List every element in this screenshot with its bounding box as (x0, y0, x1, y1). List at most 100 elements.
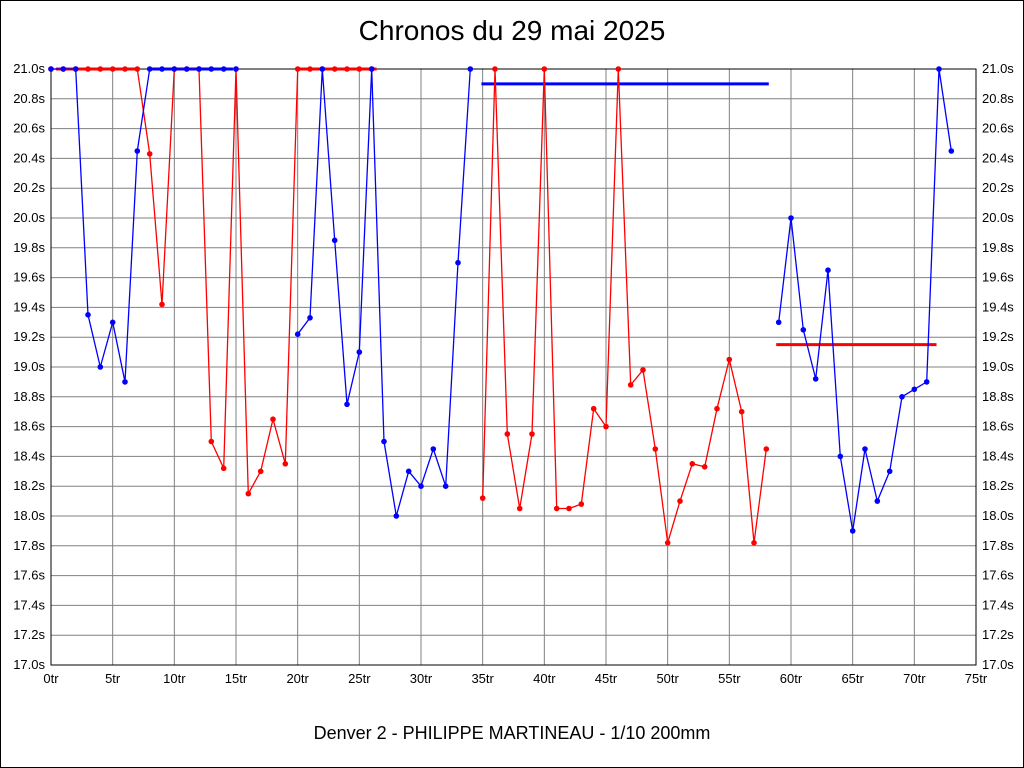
y-axis-tick-label-left: 18.8s (13, 389, 45, 404)
red-data-point (738, 408, 745, 415)
y-axis-tick-label-right: 18.4s (982, 448, 1014, 463)
y-axis-tick-label-right: 21.0s (982, 61, 1014, 76)
y-axis-tick-label-left: 20.4s (13, 150, 45, 165)
y-axis-tick-label-left: 20.0s (13, 210, 45, 225)
blue-data-point (405, 468, 412, 475)
red-data-point (134, 66, 141, 72)
blue-data-point (886, 468, 893, 475)
blue-data-point (788, 215, 794, 221)
blue-data-point (344, 401, 350, 408)
red-data-point (208, 438, 215, 445)
red-data-point (640, 367, 646, 373)
blue-data-point (442, 483, 449, 490)
y-axis-tick-label-right: 17.6s (982, 568, 1014, 583)
blue-data-point (775, 319, 782, 326)
y-axis-tick-label-right: 17.0s (982, 657, 1014, 672)
red-data-point (85, 66, 91, 72)
blue-data-point (911, 386, 918, 393)
blue-data-point (936, 66, 942, 72)
y-axis-tick-label-right: 18.6s (982, 419, 1014, 434)
y-axis-tick-label-left: 17.6s (13, 568, 45, 583)
x-axis-tick-label: 75tr (965, 671, 988, 686)
blue-data-point (208, 66, 215, 72)
y-axis-tick-label-left: 21.0s (13, 61, 45, 76)
blue-data-point (368, 66, 375, 72)
y-axis-tick-label-left: 17.2s (13, 627, 45, 642)
blue-data-point (381, 438, 387, 445)
y-axis-tick-label-right: 19.6s (982, 270, 1014, 285)
red-data-point (590, 405, 597, 412)
red-data-point (504, 431, 511, 437)
y-axis-tick-label-left: 17.8s (13, 538, 45, 553)
blue-data-point (825, 267, 831, 274)
blue-data-point (430, 446, 437, 452)
y-axis-tick-label-right: 17.4s (982, 597, 1014, 612)
red-data-point (714, 405, 720, 412)
blue-data-point (800, 327, 807, 333)
y-axis-tick-label-right: 20.8s (982, 91, 1014, 106)
chart-title: Chronos du 29 mai 2025 (358, 15, 666, 46)
red-data-point (553, 505, 560, 512)
red-data-point (627, 382, 634, 388)
x-axis-tick-label: 55tr (718, 671, 741, 686)
y-axis-tick-label-right: 19.0s (982, 359, 1014, 374)
y-axis-tick-label-left: 18.0s (13, 508, 45, 523)
y-axis-tick-label-left: 18.2s (13, 478, 45, 493)
blue-data-point (948, 148, 955, 154)
y-axis-tick-label-right: 19.8s (982, 240, 1014, 255)
red-data-point (701, 464, 708, 470)
y-axis-tick-label-left: 19.8s (13, 240, 45, 255)
red-data-point (109, 66, 116, 72)
blue-data-point (196, 66, 202, 72)
red-data-point (664, 540, 671, 546)
y-axis-tick-label-left: 20.8s (13, 91, 45, 106)
red-data-point (726, 356, 733, 363)
x-axis-tick-label: 65tr (841, 671, 864, 686)
x-axis-tick-label: 0tr (43, 671, 59, 686)
blue-data-point (220, 66, 227, 72)
blue-data-point (331, 237, 338, 244)
red-series-line (482, 68, 767, 543)
blue-data-point (418, 483, 424, 490)
y-axis-tick-label-left: 20.2s (13, 180, 45, 195)
y-axis-tick-label-left: 18.6s (13, 419, 45, 434)
red-data-point (652, 446, 659, 452)
red-data-point (344, 66, 350, 72)
blue-data-point (48, 66, 54, 72)
x-axis-tick-label: 40tr (533, 671, 556, 686)
blue-data-point (159, 66, 165, 72)
y-axis-tick-label-right: 18.0s (982, 508, 1014, 523)
red-data-point (578, 501, 585, 507)
y-axis-tick-label-left: 17.0s (13, 657, 45, 672)
blue-data-point (393, 513, 400, 519)
y-axis-tick-label-right: 18.8s (982, 389, 1014, 404)
blue-data-point (146, 66, 153, 72)
red-data-point (751, 540, 757, 546)
y-axis-tick-label-right: 17.2s (982, 627, 1014, 642)
y-axis-tick-label-right: 20.0s (982, 210, 1014, 225)
y-axis-tick-label-right: 18.2s (982, 478, 1014, 493)
blue-data-point (923, 379, 930, 385)
red-data-point (603, 423, 609, 430)
y-axis-tick-label-left: 20.6s (13, 121, 45, 136)
red-data-point (122, 66, 128, 72)
y-axis-tick-label-left: 19.0s (13, 359, 45, 374)
blue-data-point (467, 66, 474, 72)
y-axis-tick-label-right: 19.4s (982, 299, 1014, 314)
red-data-point (159, 301, 165, 308)
x-axis-tick-label: 60tr (780, 671, 803, 686)
x-axis-tick-label: 30tr (410, 671, 433, 686)
y-axis-tick-label-left: 19.2s (13, 329, 45, 344)
x-axis-tick-label: 15tr (225, 671, 248, 686)
blue-data-point (97, 364, 104, 370)
x-axis-tick-label: 70tr (903, 671, 926, 686)
x-axis-tick-label: 25tr (348, 671, 371, 686)
x-axis-tick-label: 20tr (286, 671, 309, 686)
red-data-point (356, 66, 363, 72)
blue-data-point (319, 66, 326, 72)
blue-data-point (183, 66, 190, 72)
x-axis-tick-label: 35tr (471, 671, 494, 686)
red-data-point (615, 66, 622, 72)
